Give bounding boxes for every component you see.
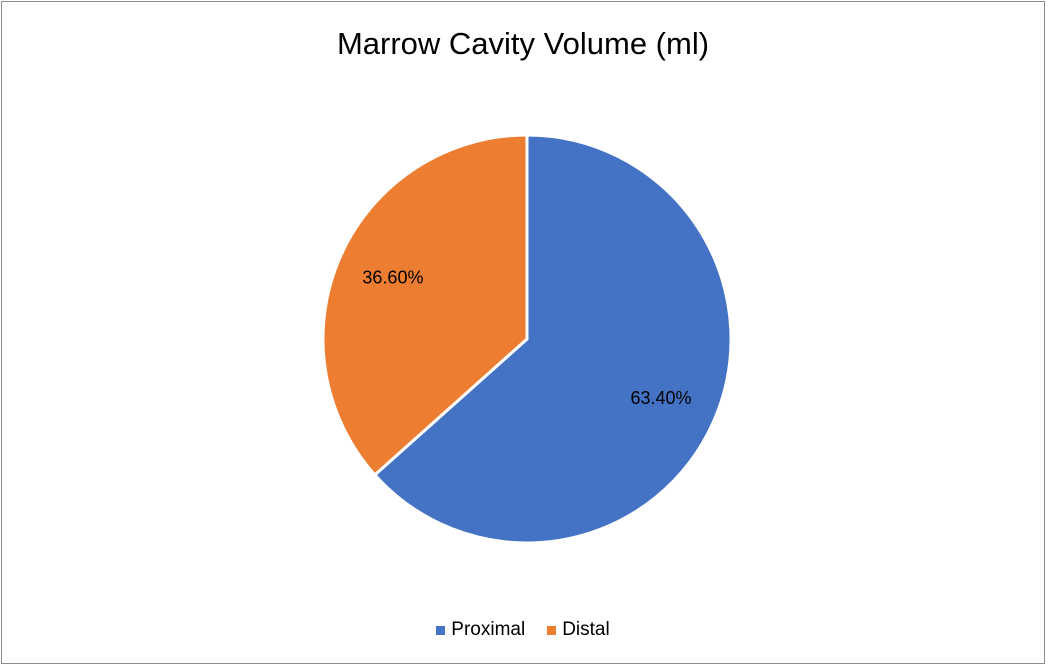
chart-title: Marrow Cavity Volume (ml) — [336, 26, 710, 61]
legend: Proximal Distal — [2, 619, 1044, 641]
pie-slice-proximal — [373, 133, 733, 545]
legend-label-distal: Distal — [562, 619, 610, 640]
legend-item-proximal: Proximal — [436, 619, 525, 641]
data-label-distal: 36.60% — [362, 268, 423, 288]
legend-item-distal: Distal — [547, 619, 610, 641]
pie-slices — [321, 133, 733, 545]
legend-label-proximal: Proximal — [451, 619, 526, 640]
pie-slice-distal — [321, 133, 529, 477]
pie-data-labels: 63.40% 36.60% — [362, 268, 691, 408]
legend-swatch-distal — [547, 625, 557, 635]
legend-swatch-proximal — [436, 625, 446, 635]
data-label-proximal: 63.40% — [631, 388, 692, 408]
